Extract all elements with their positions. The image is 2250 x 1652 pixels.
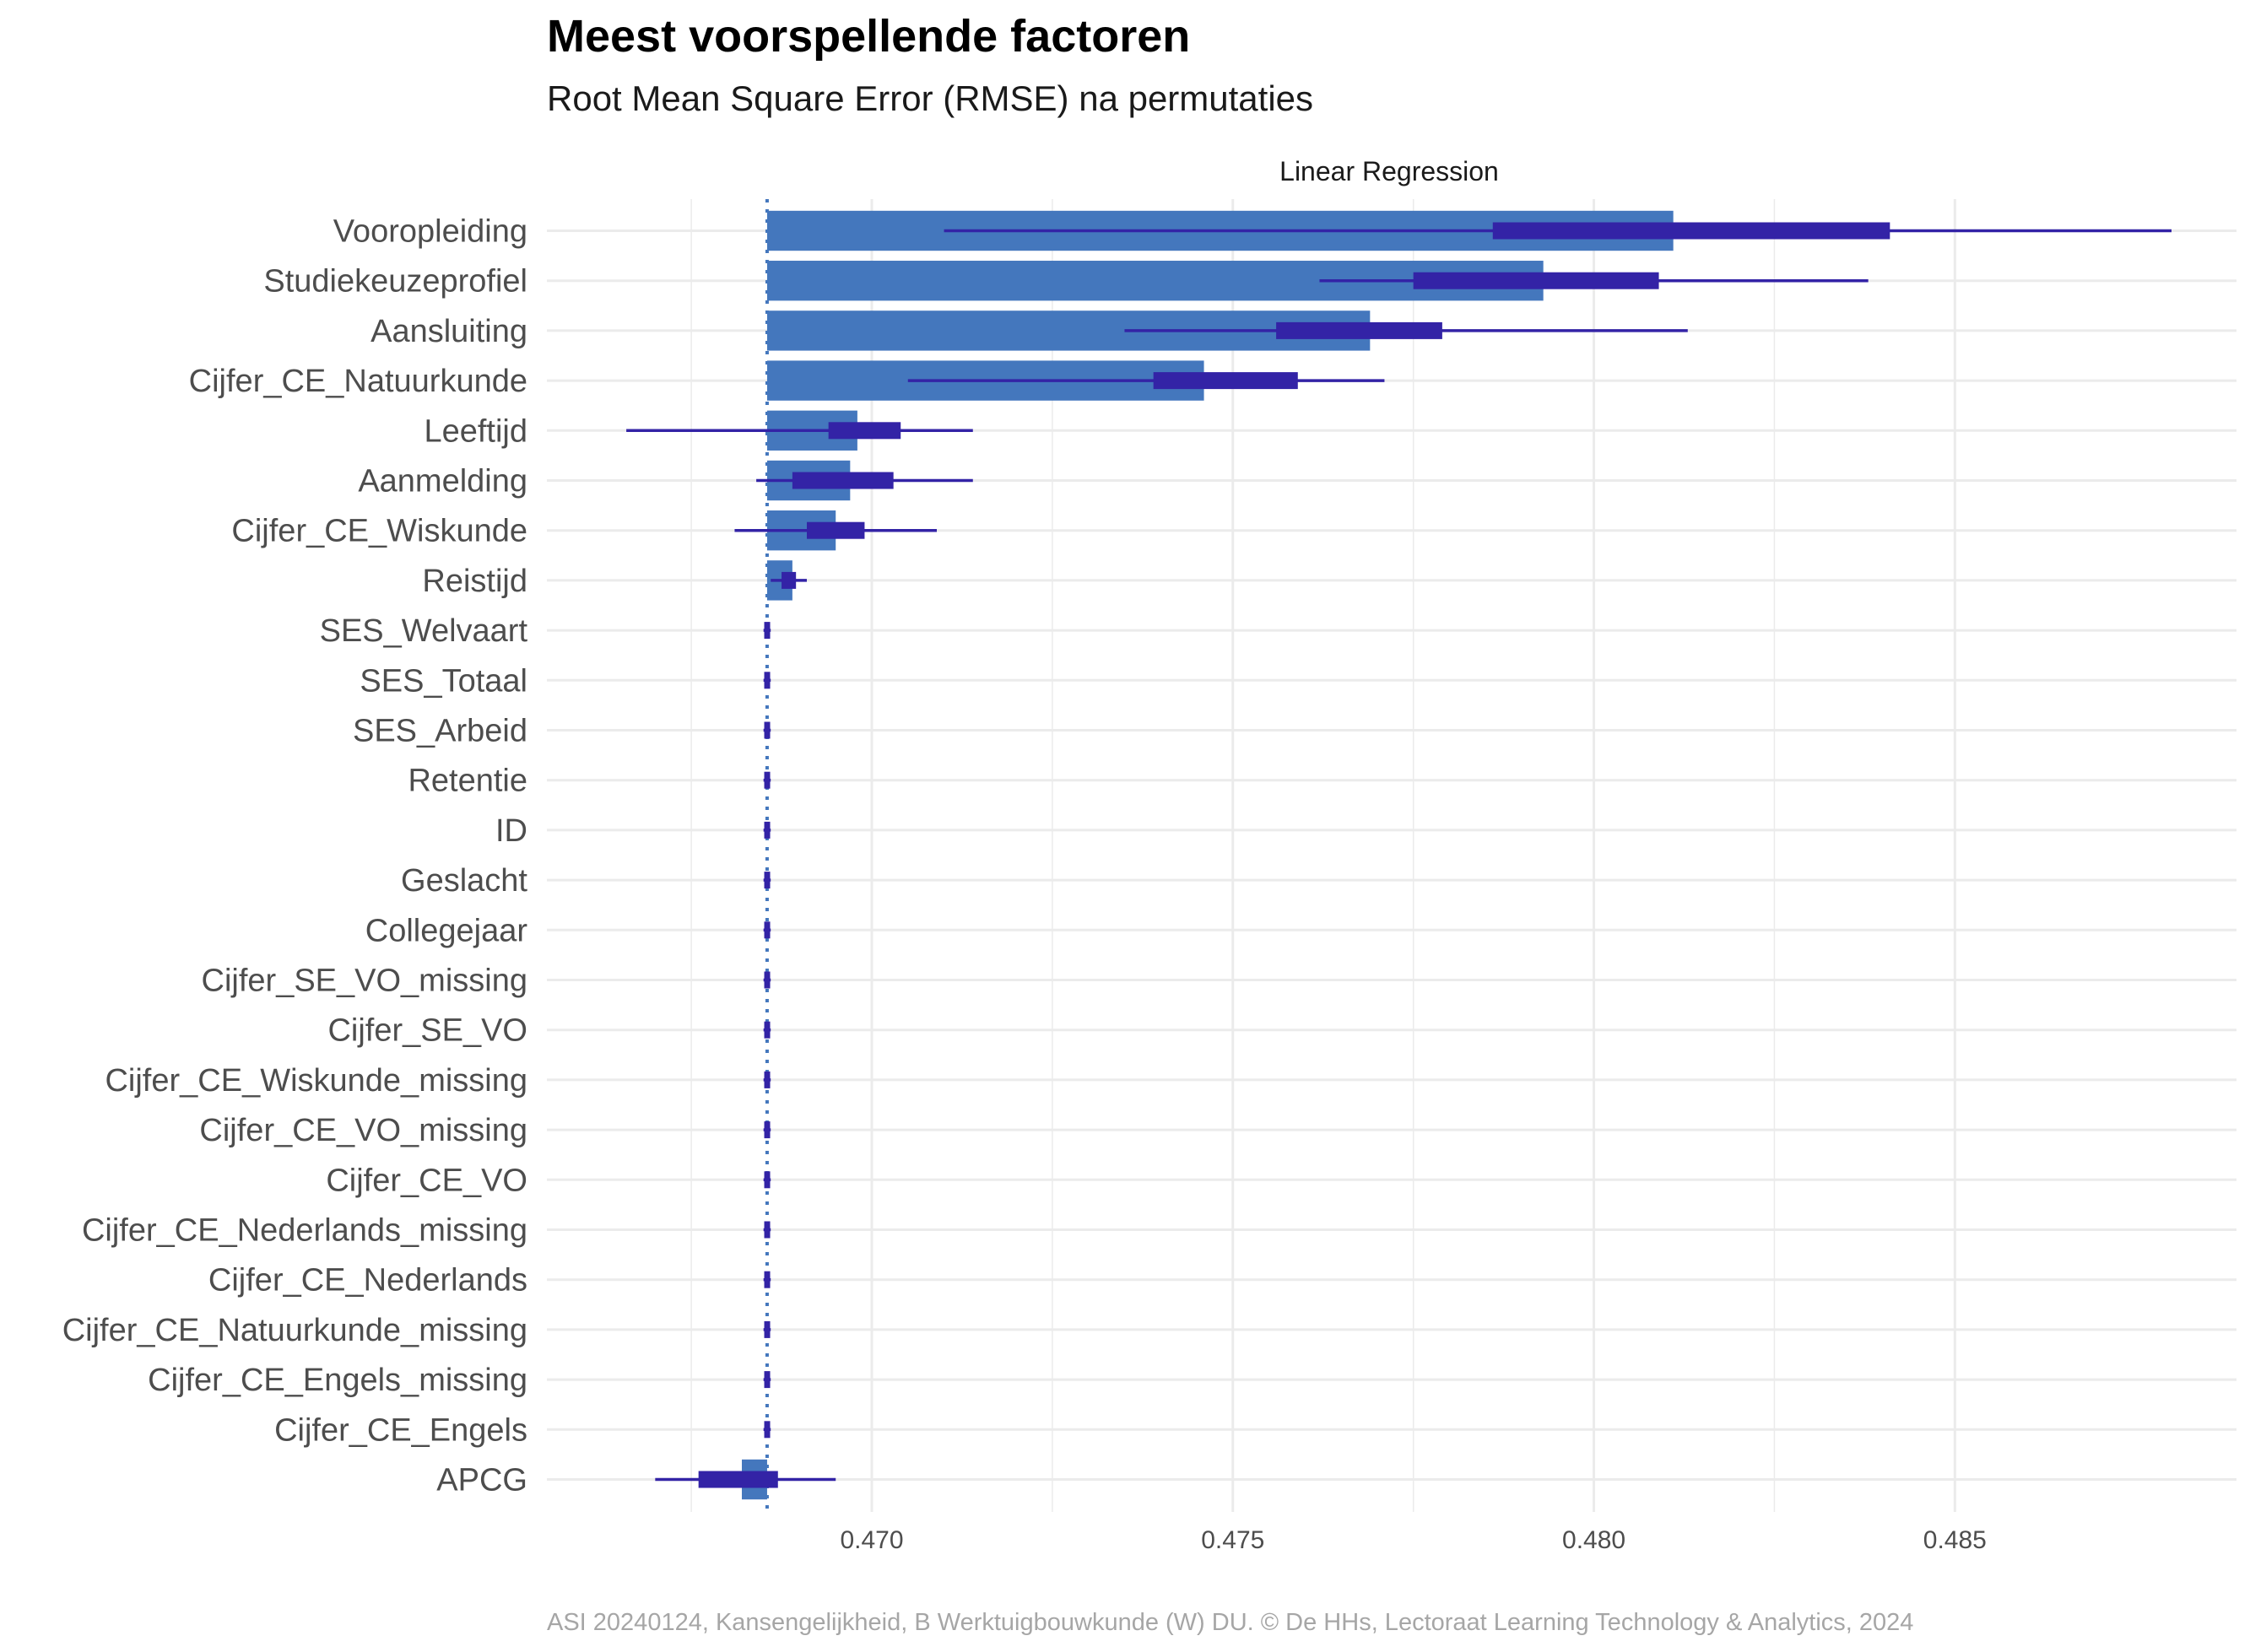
- chart-title: Meest voorspellende factoren: [547, 11, 1190, 62]
- box-iqr-ID: [764, 821, 771, 839]
- box-iqr-Cijfer_SE_VO: [764, 1021, 771, 1039]
- y-tick-label-Cijfer_CE_Natuurkunde: Cijfer_CE_Natuurkunde: [189, 364, 527, 399]
- box-iqr-Cijfer_CE_VO: [764, 1171, 771, 1189]
- y-tick-label-Cijfer_CE_Nederlands: Cijfer_CE_Nederlands: [208, 1263, 527, 1298]
- bars: [742, 210, 1674, 1500]
- box-iqr-SES_Welvaart: [764, 622, 771, 640]
- facet-strip-label: Linear Regression: [1279, 156, 1499, 186]
- box-iqr-Aanmelding: [792, 472, 894, 489]
- y-tick-label-Cijfer_CE_VO_missing: Cijfer_CE_VO_missing: [199, 1113, 527, 1148]
- x-tick-label-1: 0.475: [1201, 1526, 1264, 1554]
- y-tick-label-SES_Arbeid: SES_Arbeid: [353, 714, 527, 749]
- box-iqr-Geslacht: [764, 872, 771, 889]
- y-tick-label-Cijfer_CE_Engels_missing: Cijfer_CE_Engels_missing: [148, 1363, 527, 1398]
- box-iqr-Aansluiting: [1276, 321, 1442, 339]
- boxplots: [626, 222, 2172, 1488]
- box-iqr-APCG: [698, 1471, 778, 1488]
- y-tick-label-Cijfer_CE_Wiskunde_missing: Cijfer_CE_Wiskunde_missing: [105, 1063, 527, 1099]
- box-iqr-Vooropleiding: [1492, 222, 1890, 240]
- y-tick-label-SES_Totaal: SES_Totaal: [360, 663, 527, 699]
- y-tick-label-APCG: APCG: [436, 1463, 527, 1498]
- box-iqr-Cijfer_CE_VO_missing: [764, 1121, 771, 1139]
- y-tick-label-Cijfer_CE_VO: Cijfer_CE_VO: [326, 1163, 527, 1198]
- box-iqr-Cijfer_CE_Natuurkunde_missing: [764, 1320, 771, 1338]
- y-tick-label-Cijfer_SE_VO: Cijfer_SE_VO: [327, 1013, 527, 1049]
- x-tick-label-2: 0.480: [1562, 1526, 1625, 1554]
- y-tick-label-Cijfer_CE_Nederlands_missing: Cijfer_CE_Nederlands_missing: [82, 1213, 527, 1249]
- y-tick-label-Retentie: Retentie: [408, 764, 527, 799]
- box-iqr-Studiekeuzeprofiel: [1413, 272, 1659, 289]
- box-iqr-Cijfer_CE_Engels_missing: [764, 1371, 771, 1389]
- box-iqr-Collegejaar: [764, 921, 771, 939]
- y-axis-labels: Vooropleiding Studiekeuzeprofiel Aansluiti…: [62, 214, 528, 1498]
- x-axis-labels: 0.470 0.475 0.480 0.485: [840, 1526, 1986, 1554]
- box-iqr-Cijfer_CE_Wiskunde: [807, 521, 865, 539]
- y-tick-label-SES_Welvaart: SES_Welvaart: [320, 613, 528, 649]
- box-iqr-Cijfer_CE_Nederlands_missing: [764, 1221, 771, 1239]
- box-iqr-Retentie: [764, 771, 771, 789]
- box-iqr-Reistijd: [782, 571, 797, 589]
- x-tick-label-0: 0.470: [840, 1526, 903, 1554]
- y-tick-label-ID: ID: [495, 813, 527, 849]
- box-iqr-SES_Totaal: [764, 672, 771, 689]
- y-tick-label-Vooropleiding: Vooropleiding: [333, 214, 527, 250]
- y-tick-label-Aanmelding: Aanmelding: [358, 464, 527, 499]
- box-iqr-Leeftijd: [828, 422, 901, 440]
- y-tick-label-Aansluiting: Aansluiting: [370, 314, 527, 349]
- chart-subtitle: Root Mean Square Error (RMSE) na permuta…: [547, 78, 1313, 118]
- box-iqr-Cijfer_CE_Natuurkunde: [1153, 372, 1298, 390]
- box-iqr-Cijfer_CE_Nederlands: [764, 1271, 771, 1288]
- y-tick-label-Geslacht: Geslacht: [401, 863, 527, 899]
- box-iqr-Cijfer_CE_Engels: [764, 1421, 771, 1439]
- y-tick-label-Cijfer_SE_VO_missing: Cijfer_SE_VO_missing: [202, 964, 527, 999]
- y-tick-label-Studiekeuzeprofiel: Studiekeuzeprofiel: [263, 264, 527, 300]
- y-tick-label-Leeftijd: Leeftijd: [424, 413, 527, 449]
- chart-caption: ASI 20240124, Kansengelijkheid, B Werktu…: [547, 1609, 1913, 1636]
- y-tick-label-Reistijd: Reistijd: [422, 564, 527, 599]
- box-iqr-Cijfer_CE_Wiskunde_missing: [764, 1071, 771, 1088]
- x-tick-label-3: 0.485: [1923, 1526, 1987, 1554]
- box-iqr-SES_Arbeid: [764, 721, 771, 739]
- y-tick-label-Cijfer_CE_Wiskunde: Cijfer_CE_Wiskunde: [231, 514, 527, 549]
- y-tick-label-Cijfer_CE_Engels: Cijfer_CE_Engels: [274, 1412, 527, 1448]
- y-tick-label-Cijfer_CE_Natuurkunde_missing: Cijfer_CE_Natuurkunde_missing: [62, 1313, 527, 1348]
- box-iqr-Cijfer_SE_VO_missing: [764, 971, 771, 989]
- y-tick-label-Collegejaar: Collegejaar: [365, 913, 528, 948]
